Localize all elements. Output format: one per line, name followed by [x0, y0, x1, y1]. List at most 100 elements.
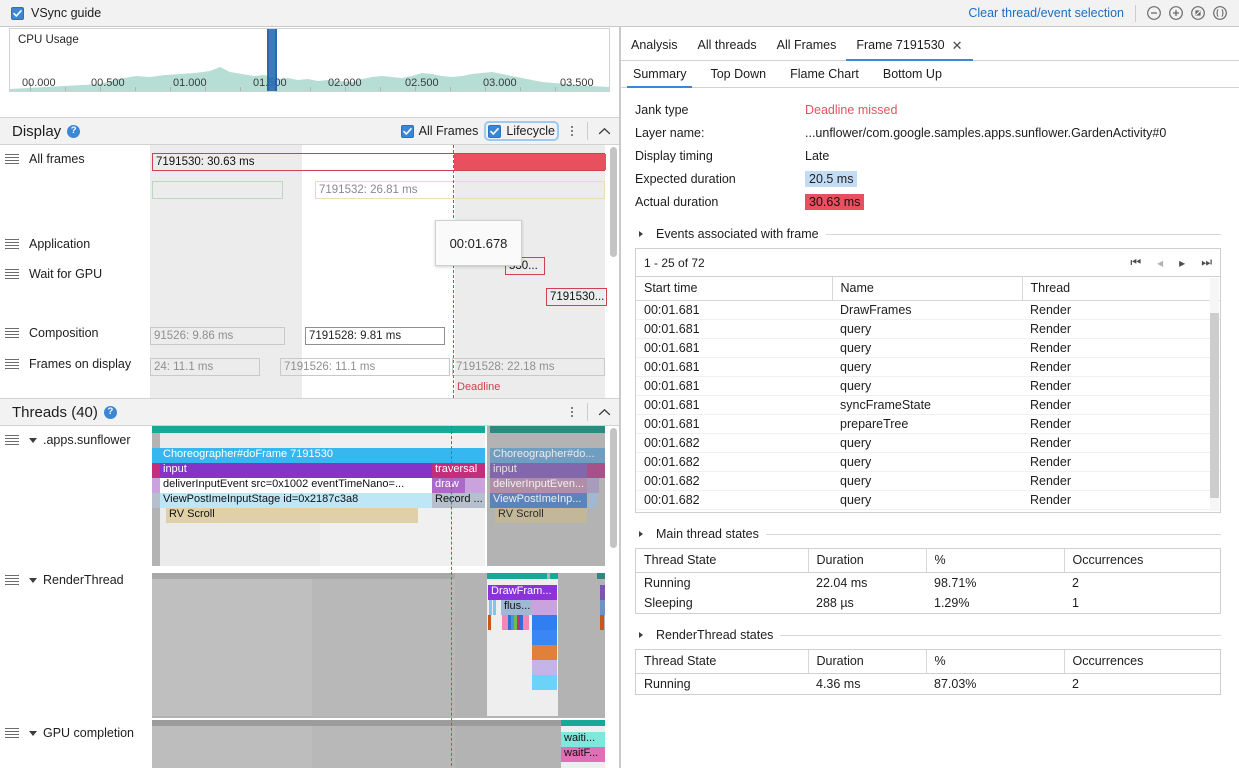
first-page-icon[interactable]: ⏮ — [1130, 255, 1142, 269]
zoom-in-icon[interactable] — [1165, 2, 1187, 24]
slice-blue[interactable] — [532, 615, 557, 630]
vsync-checkbox[interactable] — [11, 6, 24, 20]
all-frames-toggle[interactable]: All Frames — [400, 124, 478, 138]
slice-record[interactable]: Record ... — [432, 493, 485, 508]
track-label-all-frames[interactable]: All frames — [0, 152, 85, 166]
slice-input[interactable]: input — [160, 463, 432, 478]
slice-record-next[interactable] — [589, 493, 597, 508]
slice-deliverinputevent-next[interactable]: deliverInputEven... — [490, 478, 587, 493]
expand-chevron-down-icon[interactable] — [29, 437, 37, 443]
wait-for-gpu-frame-badge[interactable]: 7191530... — [546, 288, 607, 306]
zoom-to-selection-icon[interactable] — [1209, 2, 1231, 24]
col-percent[interactable]: % — [926, 549, 1065, 573]
slice-next-frame[interactable] — [600, 600, 605, 615]
drag-handle-icon[interactable] — [5, 358, 19, 370]
expand-chevron-down-icon[interactable] — [29, 577, 37, 583]
col-duration[interactable]: Duration — [808, 650, 927, 674]
events-col-thread[interactable]: Thread — [1022, 277, 1220, 301]
help-icon[interactable]: ? — [103, 405, 117, 419]
last-page-icon[interactable]: ⏭ — [1201, 255, 1212, 269]
tab-all-frames[interactable]: All Frames — [767, 38, 847, 60]
drag-handle-icon[interactable] — [5, 268, 19, 280]
pane-splitter[interactable] — [619, 27, 621, 768]
frame-bar-prev[interactable] — [152, 181, 283, 199]
drag-handle-icon[interactable] — [5, 434, 19, 446]
drag-handle-icon[interactable] — [5, 727, 19, 739]
collapse-triangle-icon[interactable] — [639, 531, 643, 537]
col-percent[interactable]: % — [926, 650, 1065, 674]
col-thread-state[interactable]: Thread State — [636, 549, 809, 573]
slice-cyan[interactable] — [532, 675, 557, 690]
subtab-bottom-up[interactable]: Bottom Up — [882, 67, 942, 81]
main-thread-states-group-header[interactable]: Main thread states — [639, 527, 1221, 541]
slice-rv-scroll-next[interactable]: RV Scroll — [495, 508, 587, 523]
slice-tiny[interactable] — [508, 615, 511, 630]
slice-traversal-next[interactable] — [587, 463, 605, 478]
slice-flush[interactable]: flus... — [501, 600, 532, 615]
threads-tracks-area[interactable]: .apps.sunflower RenderThread GPU complet… — [0, 426, 619, 768]
render-thread-states-table[interactable]: Thread State Duration % Occurrences Runn… — [635, 649, 1221, 695]
zoom-out-icon[interactable] — [1143, 2, 1165, 24]
drag-handle-icon[interactable] — [5, 327, 19, 339]
slice-drawframes[interactable]: DrawFram... — [488, 585, 557, 600]
track-label-composition[interactable]: Composition — [0, 326, 98, 340]
slice-draw-sub[interactable] — [465, 478, 485, 493]
table-row[interactable]: 00:01.681 query Render — [636, 376, 1220, 396]
slice-waiting[interactable]: waiti... — [561, 732, 605, 747]
expand-chevron-down-icon[interactable] — [29, 730, 37, 736]
slice-tiny[interactable] — [517, 615, 520, 630]
slice-choreographer-doframe-next[interactable]: Choreographer#do... — [490, 448, 605, 463]
close-icon[interactable]: ✕ — [951, 37, 963, 53]
on-display-bar-c[interactable]: 7191528: 22.18 ms — [452, 358, 605, 376]
next-page-icon[interactable]: ▸ — [1179, 255, 1186, 270]
track-label-wait-for-gpu[interactable]: Wait for GPU — [0, 267, 102, 281]
slice-tiny[interactable] — [493, 600, 496, 615]
slice-lavender[interactable] — [532, 660, 557, 675]
table-row[interactable]: 00:01.681 query Render — [636, 338, 1220, 358]
events-group-header[interactable]: Events associated with frame — [639, 227, 1221, 241]
table-row[interactable]: 00:01.681 query Render — [636, 357, 1220, 377]
slice-tiny[interactable] — [520, 615, 523, 630]
table-row[interactable]: Running 22.04 ms 98.71% 2 — [636, 573, 1220, 594]
events-col-name[interactable]: Name — [832, 277, 1023, 301]
display-frame-tracks[interactable]: 7191530: 30.63 ms 7191532: 26.81 ms 530.… — [150, 145, 607, 398]
events-table[interactable]: 1 - 25 of 72 ⏮ ◂ ▸ ⏭ Start time Name — [635, 248, 1221, 513]
slice-draw[interactable]: draw — [432, 478, 465, 493]
table-row[interactable]: 00:01.681 prepareTree Render — [636, 414, 1220, 434]
events-scrollbar-thumb[interactable] — [1210, 313, 1219, 498]
slice-tiny[interactable] — [514, 615, 517, 630]
frame-bar-jank-fill[interactable] — [454, 154, 606, 170]
selection-handle-right[interactable] — [275, 29, 277, 91]
composition-bar-prev[interactable]: 91526: 9.86 ms — [150, 327, 285, 345]
reset-zoom-icon[interactable] — [1187, 2, 1209, 24]
slice-blue[interactable] — [532, 630, 557, 645]
table-row[interactable]: 00:01.681 query Render — [636, 319, 1220, 339]
slice-tiny[interactable] — [489, 600, 492, 615]
track-label-frames-on-display[interactable]: Frames on display — [0, 357, 131, 371]
lifecycle-toggle[interactable]: Lifecycle — [484, 121, 559, 141]
all-frames-checkbox[interactable] — [400, 124, 414, 138]
thread-group-renderthread[interactable]: RenderThread — [0, 573, 124, 587]
slice-rv-scroll[interactable]: RV Scroll — [166, 508, 418, 523]
clear-thread-event-selection-link[interactable]: Clear thread/event selection — [968, 6, 1124, 20]
slice-tiny[interactable] — [505, 615, 508, 630]
collapse-triangle-icon[interactable] — [639, 231, 643, 237]
display-more-options-icon[interactable] — [565, 126, 579, 136]
threads-more-options-icon[interactable] — [565, 407, 579, 417]
slice-orange[interactable] — [532, 645, 557, 660]
cpu-range-selection[interactable] — [267, 29, 277, 91]
table-row[interactable]: Running 4.36 ms 87.03% 2 — [636, 674, 1220, 695]
on-display-bar-a[interactable]: 24: 11.1 ms — [150, 358, 260, 376]
lifecycle-checkbox[interactable] — [488, 124, 502, 138]
subtab-top-down[interactable]: Top Down — [710, 67, 767, 81]
slice-viewpostimeinputstage[interactable]: ViewPostImeInputStage id=0x2187c3a8 — [160, 493, 432, 508]
threads-vertical-scrollbar[interactable] — [610, 428, 617, 548]
slice-deliverinputevent[interactable]: deliverInputEvent src=0x1002 eventTimeNa… — [160, 478, 432, 493]
tab-all-threads[interactable]: All threads — [688, 38, 767, 60]
slice-viewpostimeinputstage-next[interactable]: ViewPostImeInp... — [490, 493, 587, 508]
